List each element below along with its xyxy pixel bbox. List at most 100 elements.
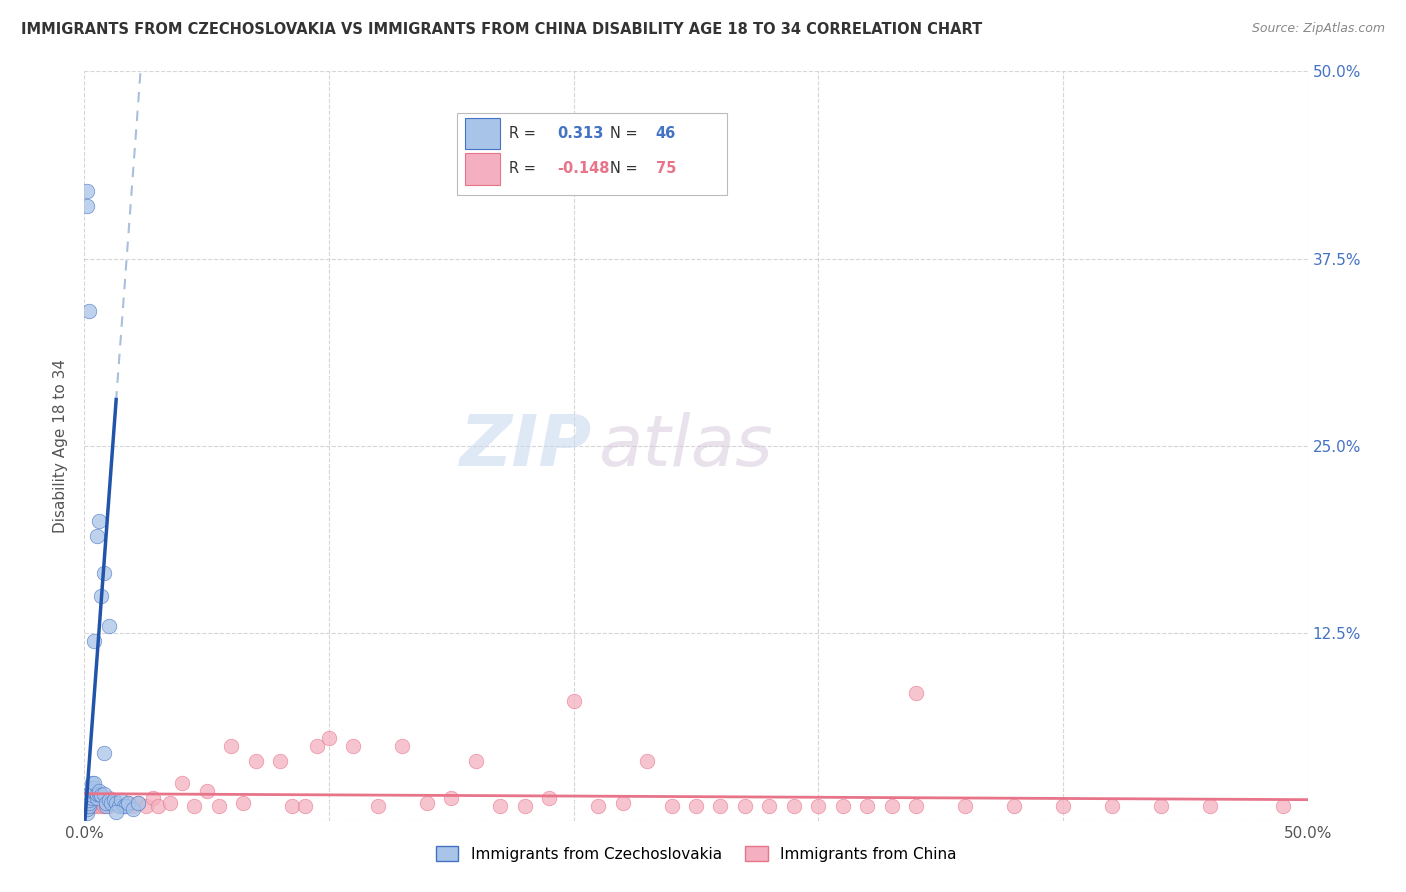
Point — [86, 791, 108, 805]
Text: N =: N = — [610, 161, 643, 177]
Point — [1272, 798, 1295, 813]
Text: 0.313: 0.313 — [558, 126, 605, 141]
Point — [86, 787, 108, 801]
Point — [77, 791, 100, 805]
Point — [96, 796, 118, 810]
Point — [76, 798, 98, 813]
Point — [127, 796, 149, 810]
Point — [86, 791, 108, 805]
Point — [87, 791, 110, 805]
Point — [77, 789, 100, 804]
Point — [1002, 798, 1025, 813]
Point — [115, 798, 138, 813]
Point — [110, 798, 132, 813]
Point — [90, 796, 112, 810]
Point — [807, 798, 830, 813]
Point — [172, 776, 194, 790]
Point — [1101, 798, 1123, 813]
Point — [146, 798, 169, 813]
Point — [83, 776, 105, 790]
Point — [83, 798, 105, 813]
Point — [76, 798, 98, 813]
Point — [80, 791, 103, 805]
Point — [80, 788, 103, 802]
Point — [77, 798, 100, 813]
Legend: Immigrants from Czechoslovakia, Immigrants from China: Immigrants from Czechoslovakia, Immigran… — [436, 846, 956, 862]
Point — [905, 798, 928, 813]
Point — [661, 798, 683, 813]
Point — [86, 529, 108, 543]
Point — [1052, 798, 1074, 813]
Point — [76, 199, 98, 213]
Text: -0.148: -0.148 — [558, 161, 610, 177]
Point — [93, 566, 115, 581]
Point — [105, 796, 128, 810]
Point — [93, 787, 115, 801]
Point — [440, 791, 463, 805]
Point — [97, 791, 120, 805]
Point — [105, 805, 128, 819]
Point — [117, 796, 139, 810]
Point — [195, 783, 218, 797]
Point — [905, 686, 928, 700]
Text: 75: 75 — [655, 161, 676, 177]
Point — [87, 514, 110, 528]
Point — [87, 783, 110, 797]
Point — [159, 796, 181, 810]
Point — [127, 796, 149, 810]
Point — [96, 798, 118, 813]
Point — [612, 796, 634, 810]
Point — [87, 796, 110, 810]
Point — [80, 776, 103, 790]
Point — [208, 798, 231, 813]
Point — [77, 787, 100, 801]
Point — [87, 787, 110, 801]
Point — [142, 791, 165, 805]
Point — [76, 792, 98, 806]
Point — [586, 798, 609, 813]
Point — [112, 798, 135, 813]
Point — [135, 798, 157, 813]
Point — [107, 798, 129, 813]
Point — [464, 754, 486, 768]
Point — [269, 754, 291, 768]
Y-axis label: Disability Age 18 to 34: Disability Age 18 to 34 — [53, 359, 69, 533]
Point — [1150, 798, 1173, 813]
Point — [76, 802, 98, 816]
Point — [77, 304, 100, 318]
Point — [513, 798, 536, 813]
Point — [80, 798, 103, 813]
Point — [562, 694, 585, 708]
Point — [110, 792, 132, 806]
FancyBboxPatch shape — [465, 118, 501, 149]
Point — [77, 796, 100, 810]
Point — [391, 739, 413, 753]
Point — [77, 798, 100, 813]
Point — [76, 184, 98, 198]
Point — [90, 788, 112, 802]
Point — [294, 798, 316, 813]
Point — [232, 796, 254, 810]
Point — [93, 798, 115, 813]
Point — [100, 796, 122, 810]
Point — [86, 798, 108, 813]
Point — [122, 802, 145, 816]
Point — [416, 796, 439, 810]
Point — [281, 798, 304, 813]
Point — [93, 791, 115, 805]
FancyBboxPatch shape — [465, 153, 501, 185]
Point — [758, 798, 780, 813]
Point — [97, 619, 120, 633]
Point — [83, 783, 105, 797]
Point — [103, 792, 125, 806]
Point — [709, 798, 731, 813]
Point — [83, 633, 105, 648]
Text: 46: 46 — [655, 126, 676, 141]
Point — [1198, 798, 1220, 813]
Point — [80, 791, 103, 805]
Point — [83, 796, 105, 810]
Point — [538, 791, 561, 805]
Point — [367, 798, 389, 813]
Point — [90, 589, 112, 603]
Point — [636, 754, 658, 768]
